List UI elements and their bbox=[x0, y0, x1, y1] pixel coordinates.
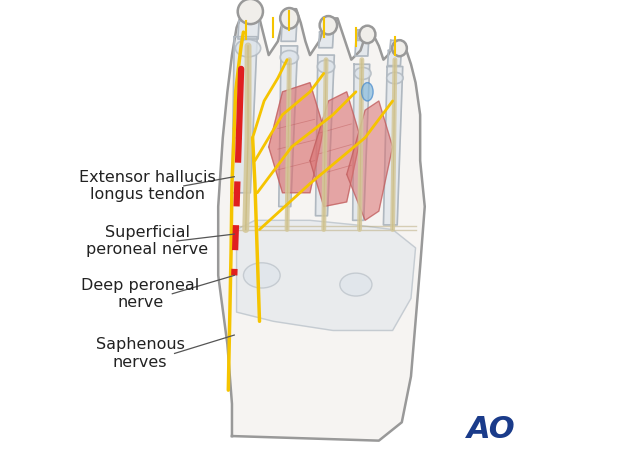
Text: Extensor hallucis
longus tendon: Extensor hallucis longus tendon bbox=[79, 170, 215, 202]
Ellipse shape bbox=[387, 72, 403, 84]
Text: Deep peroneal
nerve: Deep peroneal nerve bbox=[81, 278, 199, 310]
Text: Saphenous
nerves: Saphenous nerves bbox=[95, 337, 185, 369]
Polygon shape bbox=[388, 50, 401, 66]
Polygon shape bbox=[281, 25, 297, 41]
Ellipse shape bbox=[320, 16, 337, 34]
Ellipse shape bbox=[244, 263, 280, 288]
Polygon shape bbox=[357, 30, 368, 39]
Ellipse shape bbox=[360, 26, 375, 43]
Polygon shape bbox=[347, 101, 392, 220]
Text: Superficial
peroneal nerve: Superficial peroneal nerve bbox=[86, 225, 208, 257]
Polygon shape bbox=[232, 37, 257, 193]
Polygon shape bbox=[316, 55, 334, 216]
Polygon shape bbox=[238, 21, 259, 39]
Polygon shape bbox=[279, 46, 298, 207]
Polygon shape bbox=[268, 83, 324, 193]
Ellipse shape bbox=[237, 0, 263, 24]
Ellipse shape bbox=[340, 273, 372, 296]
Polygon shape bbox=[242, 7, 258, 18]
Ellipse shape bbox=[392, 40, 407, 56]
Polygon shape bbox=[319, 32, 334, 48]
Polygon shape bbox=[218, 5, 425, 441]
Ellipse shape bbox=[317, 60, 335, 73]
Polygon shape bbox=[390, 40, 400, 50]
Ellipse shape bbox=[280, 50, 298, 64]
Text: AO: AO bbox=[467, 414, 516, 444]
Polygon shape bbox=[237, 220, 415, 330]
Polygon shape bbox=[353, 64, 370, 220]
Ellipse shape bbox=[280, 8, 298, 28]
Ellipse shape bbox=[361, 83, 373, 101]
Polygon shape bbox=[383, 67, 403, 225]
Polygon shape bbox=[355, 40, 369, 56]
Ellipse shape bbox=[236, 39, 260, 57]
Polygon shape bbox=[283, 14, 295, 24]
Polygon shape bbox=[321, 21, 332, 31]
Polygon shape bbox=[310, 92, 360, 207]
Ellipse shape bbox=[355, 67, 371, 79]
